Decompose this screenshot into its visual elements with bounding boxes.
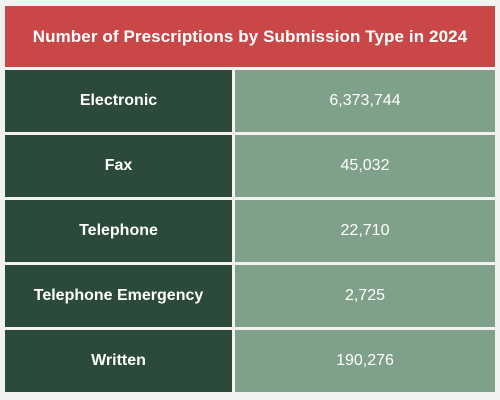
row-label-telephone: Telephone <box>5 200 232 262</box>
row-value-telephone: 22,710 <box>235 200 495 262</box>
row-value-fax: 45,032 <box>235 135 495 197</box>
table-row: Fax 45,032 <box>5 135 495 197</box>
row-label-electronic: Electronic <box>5 70 232 132</box>
table-row: Electronic 6,373,744 <box>5 70 495 132</box>
row-value-written: 190,276 <box>235 330 495 392</box>
table-row: Written 190,276 <box>5 330 495 392</box>
table-body: Electronic 6,373,744 Fax 45,032 Telephon… <box>5 70 495 395</box>
table-title: Number of Prescriptions by Submission Ty… <box>5 6 495 67</box>
row-label-telephone-emergency: Telephone Emergency <box>5 265 232 327</box>
row-label-fax: Fax <box>5 135 232 197</box>
table-row: Telephone 22,710 <box>5 200 495 262</box>
table-row: Telephone Emergency 2,725 <box>5 265 495 327</box>
row-label-written: Written <box>5 330 232 392</box>
row-value-electronic: 6,373,744 <box>235 70 495 132</box>
row-value-telephone-emergency: 2,725 <box>235 265 495 327</box>
